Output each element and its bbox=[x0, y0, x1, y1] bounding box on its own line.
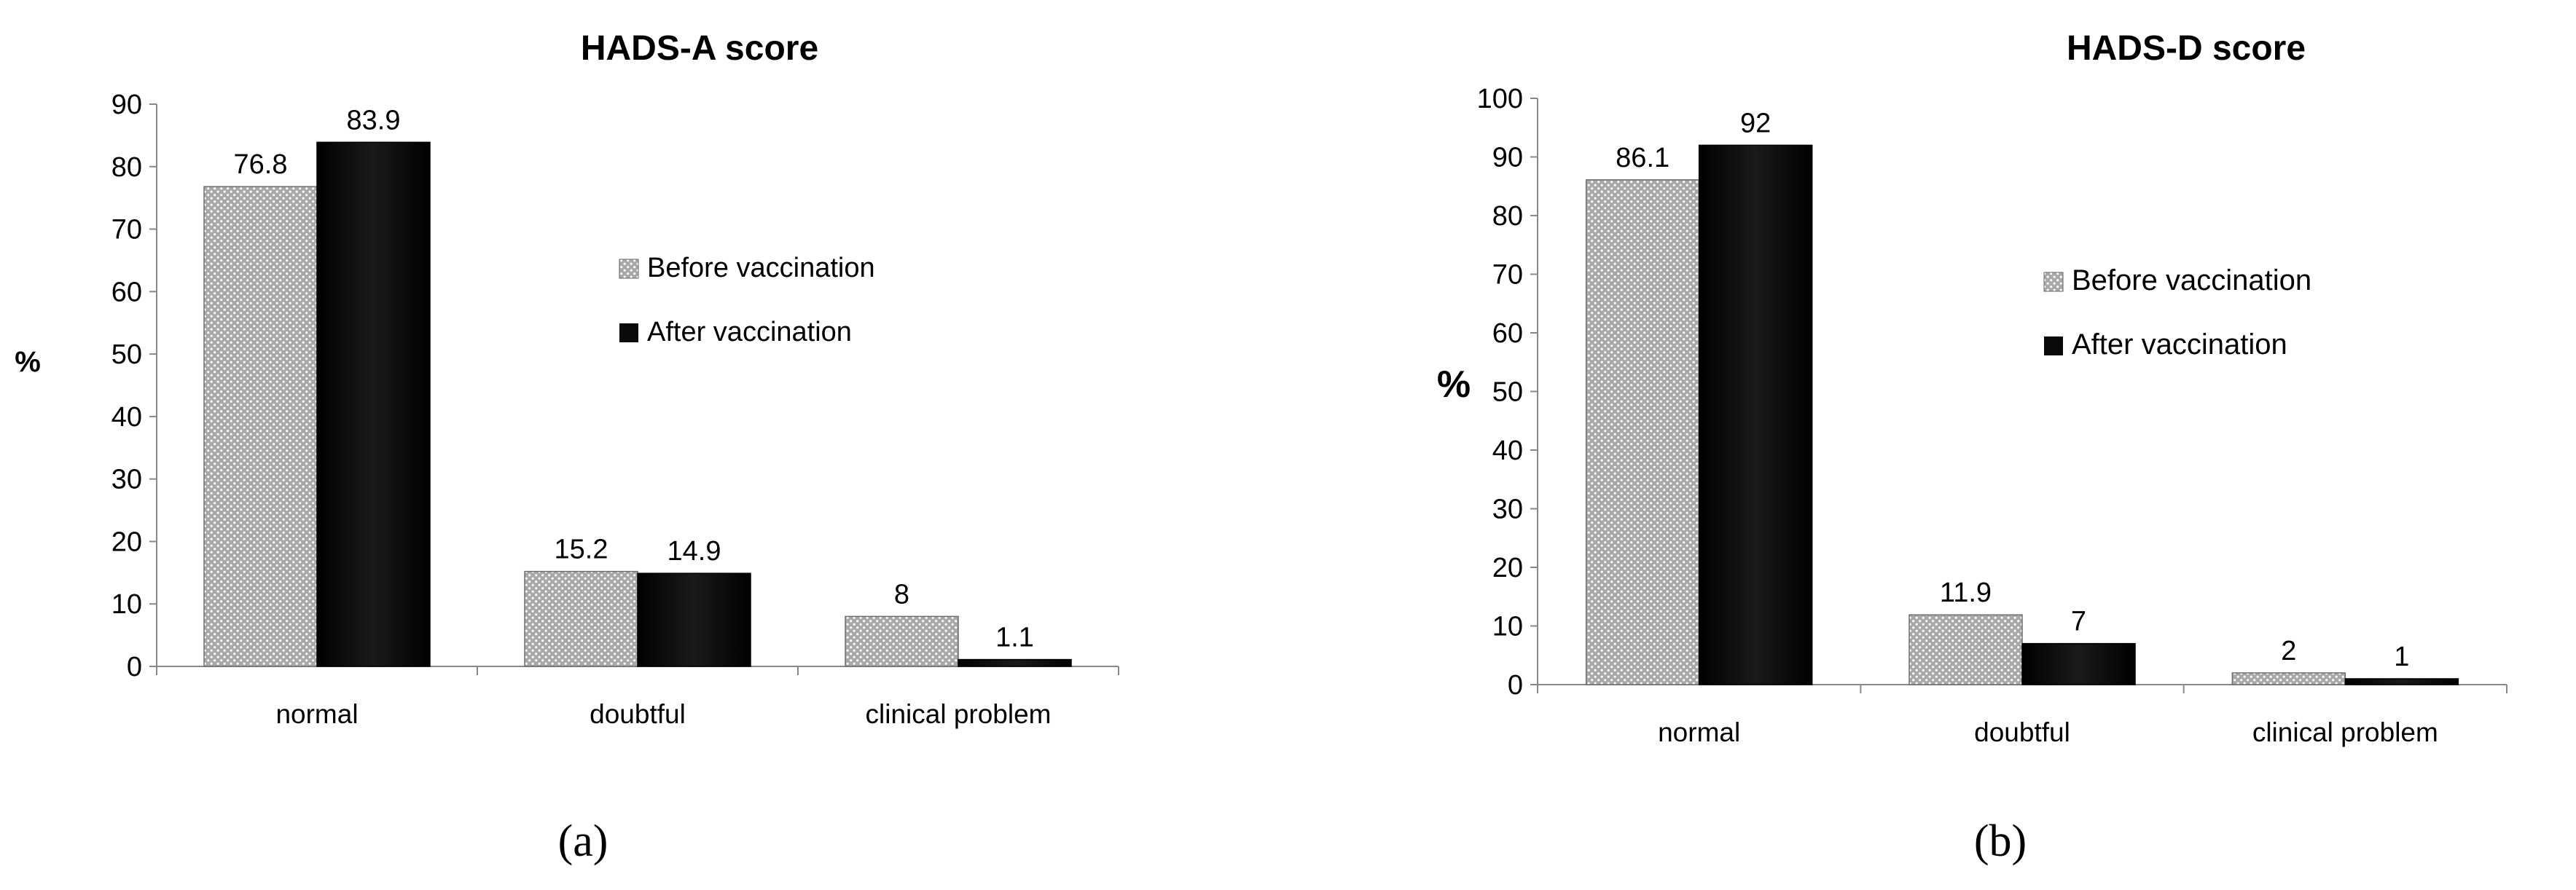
bar-before-vaccination bbox=[203, 186, 318, 667]
y-tick-label: 100 bbox=[1477, 84, 1523, 114]
legend-swatch-before bbox=[2043, 272, 2064, 292]
y-tick-label: 80 bbox=[1492, 201, 1523, 232]
chart-hads-d: HADS-D score % 0 10 20 30 40 50 60 70 80 90 100 nor… bbox=[1437, 29, 2508, 866]
x-tick-label: clinical problem bbox=[2252, 717, 2438, 747]
y-tick-label: 0 bbox=[1508, 670, 1523, 701]
y-tick-label: 0 bbox=[127, 652, 142, 682]
y-tick-label: 20 bbox=[111, 527, 142, 557]
bar-after-vaccination bbox=[958, 658, 1072, 667]
x-tick-label: doubtful bbox=[1974, 717, 2070, 747]
bar-before-vaccination bbox=[1908, 614, 2023, 685]
bar-before-vaccination bbox=[845, 615, 959, 667]
y-tick-label: 60 bbox=[1492, 318, 1523, 349]
y-tick-label: 60 bbox=[111, 277, 142, 307]
data-label: 92 bbox=[1740, 108, 1771, 138]
chart-hads-a: HADS-A score % 0 10 20 30 40 50 60 70 80 90 normal… bbox=[15, 29, 1119, 866]
data-label: 1.1 bbox=[995, 623, 1034, 653]
y-tick-label: 50 bbox=[1492, 377, 1523, 408]
x-tick-label: clinical problem bbox=[866, 699, 1052, 729]
x-tick-label: doubtful bbox=[590, 699, 686, 729]
y-tick-label: 80 bbox=[111, 152, 142, 183]
bar-after-vaccination bbox=[2021, 642, 2136, 685]
data-label: 86.1 bbox=[1616, 143, 1669, 173]
bar-after-vaccination bbox=[2344, 678, 2459, 685]
y-axis-label: % bbox=[15, 346, 41, 378]
legend-label-before: Before vaccination bbox=[2072, 264, 2311, 296]
panel-label-a: (a) bbox=[558, 816, 608, 866]
data-label: 15.2 bbox=[555, 535, 608, 565]
legend: Before vaccination After vaccination bbox=[619, 253, 875, 347]
x-tick-label: normal bbox=[1658, 717, 1740, 747]
y-tick-label: 70 bbox=[111, 215, 142, 245]
chart-title: HADS-D score bbox=[2067, 29, 2306, 68]
axes: 0 10 20 30 40 50 60 70 80 90 normal doubtful clinica… bbox=[111, 90, 1119, 729]
bar-before-vaccination bbox=[2231, 672, 2346, 685]
y-tick-label: 10 bbox=[111, 589, 142, 620]
y-axis-label: % bbox=[1437, 363, 1471, 406]
bars: 86.1 11.9 2 92 7 1 bbox=[1585, 108, 2459, 685]
bar-before-vaccination bbox=[524, 570, 638, 667]
legend: Before vaccination After vaccination bbox=[2043, 264, 2311, 361]
y-tick-label: 50 bbox=[111, 339, 142, 370]
bar-after-vaccination bbox=[1698, 144, 1813, 685]
y-tick-label: 40 bbox=[1492, 436, 1523, 466]
y-tick-label: 90 bbox=[111, 90, 142, 120]
legend-swatch-before bbox=[619, 259, 639, 279]
data-label: 1 bbox=[2394, 642, 2409, 672]
chart-title: HADS-A score bbox=[581, 29, 818, 68]
data-label: 83.9 bbox=[347, 105, 401, 135]
data-label: 14.9 bbox=[668, 536, 721, 567]
bar-before-vaccination bbox=[1585, 179, 1700, 685]
legend-label-after: After vaccination bbox=[2072, 328, 2287, 361]
bars: 76.8 15.2 8 83.9 14.9 1.1 bbox=[203, 105, 1072, 667]
y-tick-label: 20 bbox=[1492, 553, 1523, 583]
axes: 0 10 20 30 40 50 60 70 80 90 100 normal doubtful clin… bbox=[1477, 84, 2508, 747]
y-tick-label: 30 bbox=[1492, 495, 1523, 525]
y-tick-label: 90 bbox=[1492, 143, 1523, 173]
y-tick-label: 70 bbox=[1492, 260, 1523, 291]
data-label: 7 bbox=[2071, 607, 2086, 637]
legend-label-after: After vaccination bbox=[647, 317, 852, 347]
bar-after-vaccination bbox=[316, 141, 431, 667]
legend-label-before: Before vaccination bbox=[647, 253, 875, 283]
y-tick-label: 40 bbox=[111, 402, 142, 433]
y-tick-label: 30 bbox=[111, 465, 142, 495]
bar-after-vaccination bbox=[637, 572, 751, 667]
x-tick-label: normal bbox=[275, 699, 358, 729]
data-label: 2 bbox=[2281, 636, 2296, 666]
data-label: 8 bbox=[894, 579, 909, 610]
y-tick-label: 10 bbox=[1492, 612, 1523, 642]
legend-swatch-after bbox=[619, 323, 638, 342]
legend-swatch-after bbox=[2044, 336, 2063, 355]
panel-label-b: (b) bbox=[1974, 816, 2027, 866]
data-label: 76.8 bbox=[234, 149, 288, 180]
data-label: 11.9 bbox=[1940, 578, 1992, 608]
